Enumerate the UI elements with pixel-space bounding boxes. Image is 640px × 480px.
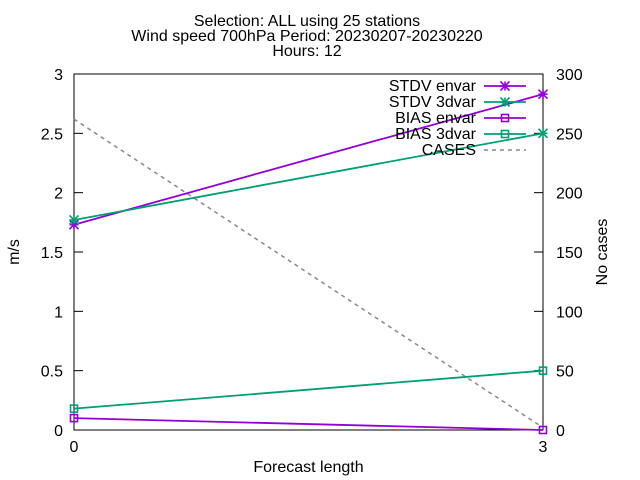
legend-label: STDV 3dvar	[389, 94, 477, 111]
series-line	[73, 118, 544, 429]
x-tick-label: 0	[70, 439, 79, 456]
y-tick-label: 0.5	[41, 364, 63, 381]
legend-item: BIAS envar	[395, 110, 526, 127]
y-tick-label: 3	[54, 67, 63, 84]
legend-item: STDV envar	[389, 78, 526, 95]
title-line: Selection: ALL using 25 stations	[194, 13, 420, 30]
x-tick-label: 3	[539, 439, 548, 456]
y-tick-label: 1	[54, 304, 63, 321]
y2-tick-label: 150	[556, 245, 583, 262]
y2-tick-label: 250	[556, 126, 583, 143]
title-line: Wind speed 700hPa Period: 20230207-20230…	[131, 28, 482, 45]
legend-item: BIAS 3dvar	[395, 126, 526, 143]
legend-label: BIAS 3dvar	[395, 126, 477, 143]
legend-marker	[499, 96, 511, 108]
data-point	[537, 128, 549, 139]
series-stdv-3dvar	[68, 128, 549, 226]
x-axis-label: Forecast length	[253, 459, 363, 476]
series-bias-envar	[69, 413, 548, 435]
data-point	[538, 425, 548, 435]
legend-item: CASES	[422, 142, 526, 159]
series-line	[73, 132, 544, 221]
y2-tick-label: 300	[556, 67, 583, 84]
data-point	[68, 214, 80, 226]
y2-tick-label: 100	[556, 304, 583, 321]
legend-item: STDV 3dvar	[389, 94, 526, 111]
series-stdv-envar	[68, 89, 549, 230]
y-axis-ticks: 0 0.5 1 1.5 2 2.5 3	[41, 67, 83, 440]
series-layer	[68, 89, 549, 435]
series-line	[73, 417, 544, 431]
data-point	[69, 413, 79, 423]
series-cases	[73, 118, 544, 429]
y-tick-label: 2.5	[41, 126, 63, 143]
legend-label: CASES	[422, 142, 476, 159]
y2-tick-label: 0	[556, 423, 565, 440]
legend-label: BIAS envar	[395, 110, 477, 127]
data-point	[537, 89, 549, 100]
legend-label: STDV envar	[389, 78, 477, 95]
data-point	[538, 366, 548, 375]
y-tick-label: 1.5	[41, 245, 63, 262]
series-line	[73, 369, 544, 410]
series-line	[73, 93, 544, 226]
y-axis-label: m/s	[6, 239, 23, 265]
y-tick-label: 0	[54, 423, 63, 440]
legend-marker	[500, 129, 510, 139]
legend-marker	[499, 80, 511, 92]
legend-marker	[500, 113, 510, 123]
y2-axis-label: No cases	[594, 219, 611, 286]
y2-tick-label: 50	[556, 364, 574, 381]
series-bias-3dvar	[69, 366, 548, 413]
y2-tick-label: 200	[556, 186, 583, 203]
y2-axis-ticks: 0 50 100 150 200 250 300	[534, 67, 583, 440]
title-line: Hours: 12	[272, 43, 341, 60]
y-tick-label: 2	[54, 186, 63, 203]
data-point	[69, 404, 79, 413]
